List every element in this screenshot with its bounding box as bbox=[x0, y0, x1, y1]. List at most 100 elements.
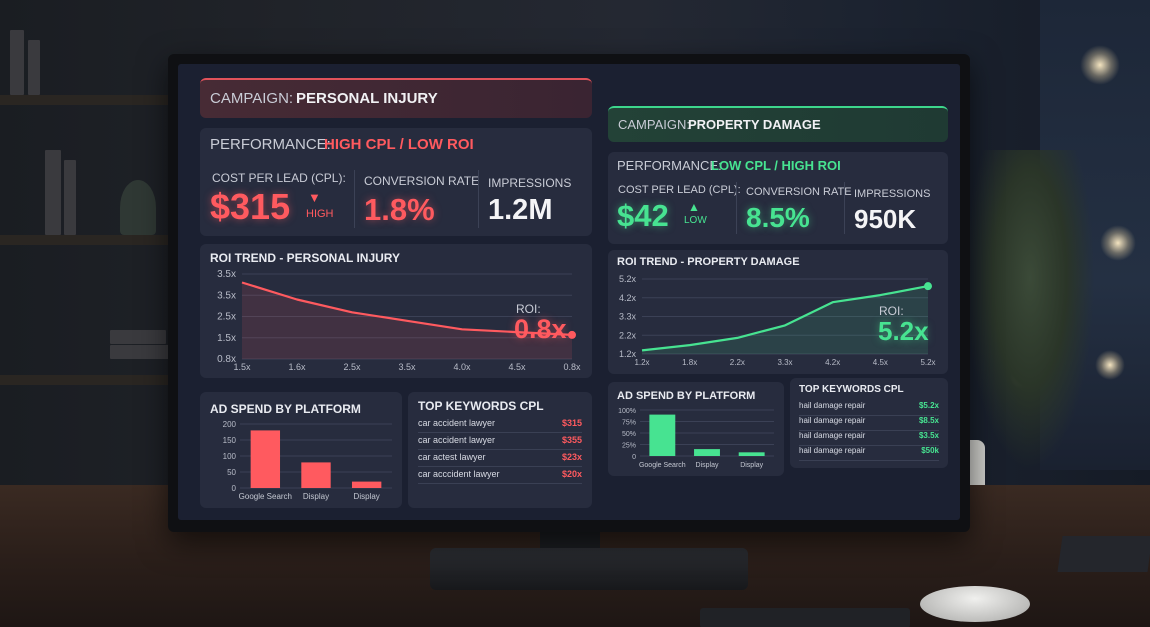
keyword-term: hail damage repair bbox=[799, 401, 866, 410]
notebook bbox=[1057, 536, 1150, 572]
y-tick-label: 0 bbox=[232, 484, 237, 493]
keyword-row[interactable]: car acccident lawyer $20x bbox=[418, 469, 582, 484]
kpi-panel-personal-injury: PERFORMANCE: HIGH CPL / LOW ROI COST PER… bbox=[200, 128, 592, 236]
ad-spend-panel-property-damage: AD SPEND BY PLATFORM 100% 75% 50% 25% 0 Googl… bbox=[608, 382, 784, 476]
x-tick-label: Google Search bbox=[639, 462, 686, 469]
cpl-value: $42 bbox=[617, 198, 669, 233]
keyword-cpl: $355 bbox=[561, 435, 582, 445]
roi-chart-personal-injury: ROI TREND - PERSONAL INJURY 3.5x 3.5x 2.5x… bbox=[200, 244, 592, 378]
bokeh-light bbox=[1080, 45, 1120, 85]
bar bbox=[738, 452, 765, 456]
endpoint-marker bbox=[568, 330, 576, 339]
keywords-panel-property-damage: TOP KEYWORDS CPL hail damage repair $5.2x… bbox=[790, 378, 948, 468]
performance-prefix: PERFORMANCE: bbox=[210, 136, 331, 153]
y-tick-label: 1.5x bbox=[217, 333, 236, 344]
bar bbox=[351, 481, 382, 488]
keyword-term: car accident lawyer bbox=[418, 435, 496, 445]
keyword-cpl: $8.5x bbox=[918, 416, 939, 425]
down-arrow-icon: ▼ bbox=[308, 190, 321, 205]
roi-value: 0.8x bbox=[514, 314, 567, 344]
y-tick-label: 0 bbox=[632, 454, 636, 461]
bar bbox=[649, 414, 676, 456]
x-tick-label: Google Search bbox=[239, 492, 292, 501]
y-tick-label: 3.3x bbox=[619, 312, 637, 322]
cpl-tag: LOW bbox=[684, 215, 707, 226]
y-tick-label: 5.2x bbox=[619, 274, 637, 284]
campaign-name: PROPERTY DAMAGE bbox=[688, 117, 821, 132]
keyword-row[interactable]: car actest lawyer $23x bbox=[418, 452, 582, 467]
keyword-row[interactable]: hail damage repair $50k bbox=[799, 446, 939, 461]
roi-chart-property-damage: ROI TREND - PROPERTY DAMAGE 5.2x 4.2x 3.3x… bbox=[608, 250, 948, 374]
divider bbox=[736, 182, 737, 234]
x-tick-label: 0.8x bbox=[563, 362, 581, 372]
keyword-row[interactable]: hail damage repair $3.5x bbox=[799, 431, 939, 446]
endpoint-marker bbox=[924, 282, 932, 291]
shelf bbox=[0, 375, 175, 385]
plant-pot bbox=[120, 180, 156, 235]
performance-prefix: PERFORMANCE: bbox=[617, 158, 722, 173]
y-tick-label: 3.5x bbox=[217, 290, 236, 301]
ad-spend-panel-personal-injury: AD SPEND BY PLATFORM 200 150 100 50 0 Google … bbox=[200, 392, 402, 508]
up-arrow-icon: ▲ bbox=[688, 200, 700, 214]
keywords-title: TOP KEYWORDS CPL bbox=[799, 384, 904, 395]
roi-label: ROI: bbox=[516, 302, 541, 316]
y-tick-label: 1.2x bbox=[619, 349, 637, 359]
x-tick-label: Display bbox=[740, 462, 763, 469]
x-tick-label: 5.2x bbox=[920, 358, 935, 367]
chart-title: ROI TREND - PERSONAL INJURY bbox=[210, 251, 401, 265]
book bbox=[10, 30, 24, 95]
roi-line-chart: 3.5x3.5x2.5x1.5x0.8x1.5x 1.6x 2.5x 3.5x 4.0x… bbox=[217, 269, 581, 372]
cpl-label: COST PER LEAD (CPL): bbox=[212, 171, 346, 185]
keywords-panel-personal-injury: TOP KEYWORDS CPL car accident lawyer $315… bbox=[408, 392, 592, 508]
cpl-label: COST PER LEAD (CPL): bbox=[618, 184, 741, 196]
keyword-row[interactable]: car accident lawyer $315 bbox=[418, 418, 582, 433]
keyboard bbox=[700, 608, 910, 627]
y-tick-label: 0.8x bbox=[217, 354, 236, 365]
y-tick-label: 150 bbox=[223, 436, 237, 445]
keyword-row[interactable]: hail damage repair $8.5x bbox=[799, 416, 939, 431]
y-tick-label: 50 bbox=[227, 468, 236, 477]
x-tick-label: 4.0x bbox=[453, 362, 471, 372]
divider bbox=[478, 170, 479, 228]
impressions-label: IMPRESSIONS bbox=[854, 188, 931, 200]
x-tick-label: 2.5x bbox=[343, 362, 361, 372]
keyword-term: car accident lawyer bbox=[418, 418, 496, 428]
y-tick-label: 2.2x bbox=[619, 330, 637, 340]
keyword-term: hail damage repair bbox=[799, 446, 866, 455]
campaign-header-personal-injury[interactable]: CAMPAIGN: PERSONAL INJURY bbox=[200, 78, 592, 118]
chart-title: AD SPEND BY PLATFORM bbox=[210, 402, 361, 416]
x-tick-label: Display bbox=[696, 462, 719, 469]
shelf bbox=[0, 95, 175, 105]
bar bbox=[694, 449, 720, 456]
impressions-value: 950K bbox=[854, 204, 917, 234]
series-area bbox=[242, 282, 572, 359]
campaign-name: PERSONAL INJURY bbox=[296, 90, 438, 107]
keyword-term: car acccident lawyer bbox=[418, 469, 500, 479]
x-tick-label: Display bbox=[303, 492, 329, 501]
keyword-term: car actest lawyer bbox=[418, 452, 486, 462]
book bbox=[64, 160, 76, 235]
x-tick-label: 4.5x bbox=[873, 358, 888, 367]
cpl-value: $315 bbox=[210, 186, 291, 227]
performance-status: HIGH CPL / LOW ROI bbox=[324, 136, 474, 153]
campaign-header-property-damage[interactable]: CAMPAIGN: PROPERTY DAMAGE bbox=[608, 106, 948, 142]
keyword-cpl: $5.2x bbox=[918, 401, 939, 410]
series-line bbox=[241, 281, 573, 336]
y-tick-label: 200 bbox=[223, 420, 237, 429]
keyword-cpl: $3.5x bbox=[918, 431, 939, 440]
bar bbox=[301, 462, 331, 488]
conversion-value: 1.8% bbox=[364, 192, 435, 227]
y-tick-label: 75% bbox=[622, 420, 636, 427]
campaign-prefix: CAMPAIGN: bbox=[210, 90, 294, 107]
x-tick-label: 1.2x bbox=[634, 358, 649, 367]
book bbox=[110, 330, 166, 344]
plant bbox=[965, 150, 1095, 470]
conversion-label: CONVERSION RATE bbox=[364, 174, 480, 188]
mouse bbox=[920, 586, 1030, 622]
keyword-cpl: $23x bbox=[561, 452, 582, 462]
keyword-row[interactable]: car accident lawyer $355 bbox=[418, 435, 582, 450]
y-tick-label: 100% bbox=[618, 408, 636, 415]
keyword-row[interactable]: hail damage repair $5.2x bbox=[799, 401, 939, 416]
